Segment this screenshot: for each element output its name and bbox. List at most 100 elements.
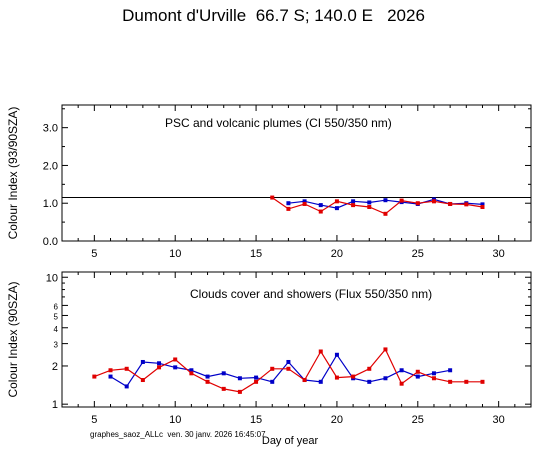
- data-point-red: [270, 366, 275, 371]
- data-point-red: [189, 371, 194, 376]
- data-point-red: [448, 379, 453, 384]
- data-point-blue: [140, 359, 145, 364]
- data-point-blue: [237, 376, 242, 381]
- x-tick-label: 25: [412, 414, 424, 426]
- data-point-red: [480, 205, 485, 209]
- y-tick-label: 6: [54, 302, 59, 311]
- data-point-red: [334, 199, 339, 204]
- x-tick-label: 25: [412, 248, 424, 260]
- data-point-red: [399, 381, 404, 386]
- series-line-blue: [110, 353, 451, 388]
- data-point-blue: [254, 375, 259, 380]
- y-tick-label: 1.0: [43, 198, 58, 210]
- data-point-red: [286, 206, 291, 211]
- data-point-red: [367, 205, 372, 209]
- data-point-blue: [334, 352, 339, 357]
- x-tick-label: 15: [250, 248, 262, 260]
- y-tick-label: 10: [46, 272, 58, 284]
- footer-credit: graphes_saoz_ALLc ven. 30 janv. 2026 16:…: [90, 430, 266, 439]
- y-tick-label: 4: [54, 325, 59, 334]
- data-point-blue: [334, 206, 339, 211]
- data-point-red: [302, 378, 307, 383]
- data-point-red: [351, 203, 356, 208]
- y-tick-label: 3.0: [43, 123, 58, 135]
- x-tick-label: 20: [331, 248, 343, 260]
- y-axis-label: Colour Index (90SZA): [6, 281, 20, 397]
- data-point-blue: [205, 374, 210, 379]
- data-point-red: [367, 366, 372, 371]
- data-point-blue: [221, 371, 226, 376]
- y-tick-label: 5: [54, 312, 59, 321]
- data-point-red: [270, 195, 275, 200]
- data-point-blue: [108, 374, 113, 379]
- page-title: Dumont d'Urville 66.7 S; 140.0 E 2026: [122, 6, 425, 25]
- data-point-red: [464, 202, 469, 207]
- data-point-blue: [383, 198, 388, 203]
- data-point-blue: [367, 200, 372, 205]
- data-point-blue: [383, 376, 388, 381]
- data-point-red: [480, 379, 485, 384]
- x-tick-label: 30: [493, 248, 505, 260]
- data-point-red: [464, 379, 469, 384]
- data-point-blue: [448, 368, 453, 373]
- data-point-red: [448, 201, 453, 206]
- data-point-red: [286, 366, 291, 371]
- data-point-blue: [480, 202, 485, 207]
- data-point-red: [318, 349, 323, 354]
- data-point-blue: [270, 379, 275, 384]
- y-tick-label: 2: [52, 361, 58, 373]
- data-point-blue: [286, 359, 291, 364]
- data-point-red: [383, 211, 388, 216]
- data-point-red: [205, 379, 210, 384]
- plot-frame: [61, 104, 532, 242]
- x-tick-label: 5: [91, 414, 97, 426]
- data-point-blue: [286, 201, 291, 206]
- data-point-blue: [367, 379, 372, 384]
- data-point-blue: [173, 365, 178, 370]
- data-point-red: [334, 375, 339, 380]
- x-tick-label: 15: [250, 414, 262, 426]
- data-point-blue: [157, 361, 162, 366]
- data-point-red: [237, 389, 242, 394]
- data-point-red: [415, 201, 420, 206]
- y-tick-label: 3: [54, 341, 59, 350]
- data-point-blue: [318, 379, 323, 384]
- data-point-red: [140, 378, 145, 383]
- data-point-red: [415, 369, 420, 374]
- data-point-blue: [351, 199, 356, 204]
- x-axis-label: Day of year: [262, 435, 319, 447]
- data-point-blue: [189, 368, 194, 373]
- data-point-blue: [302, 199, 307, 204]
- data-point-red: [173, 357, 178, 362]
- data-point-blue: [124, 384, 129, 389]
- x-tick-label: 10: [169, 414, 181, 426]
- data-point-red: [254, 379, 259, 384]
- data-point-red: [318, 209, 323, 214]
- data-point-red: [221, 386, 226, 391]
- y-tick-label: 2.0: [43, 160, 58, 172]
- data-point-red: [383, 347, 388, 352]
- data-point-red: [302, 201, 307, 206]
- data-point-blue: [431, 371, 436, 376]
- x-tick-label: 30: [493, 414, 505, 426]
- y-tick-label: 1: [52, 399, 58, 411]
- x-tick-label: 10: [169, 248, 181, 260]
- data-point-red: [431, 199, 436, 204]
- data-point-red: [157, 365, 162, 370]
- data-point-red: [351, 374, 356, 379]
- series-line-red: [271, 197, 483, 215]
- chart-annotation: PSC and volcanic plumes (CI 550/350 nm): [165, 116, 392, 130]
- chart-annotation: Clouds cover and showers (Flux 550/350 n…: [190, 287, 432, 301]
- data-point-red: [92, 374, 97, 379]
- plot-frame: [61, 271, 532, 408]
- y-axis-label: Colour Index (93/90SZA): [6, 107, 20, 240]
- data-point-blue: [318, 203, 323, 208]
- data-point-red: [399, 198, 404, 203]
- data-point-red: [108, 368, 113, 373]
- data-point-blue: [415, 374, 420, 379]
- data-point-red: [431, 376, 436, 381]
- data-point-blue: [399, 368, 404, 373]
- data-point-red: [124, 366, 129, 371]
